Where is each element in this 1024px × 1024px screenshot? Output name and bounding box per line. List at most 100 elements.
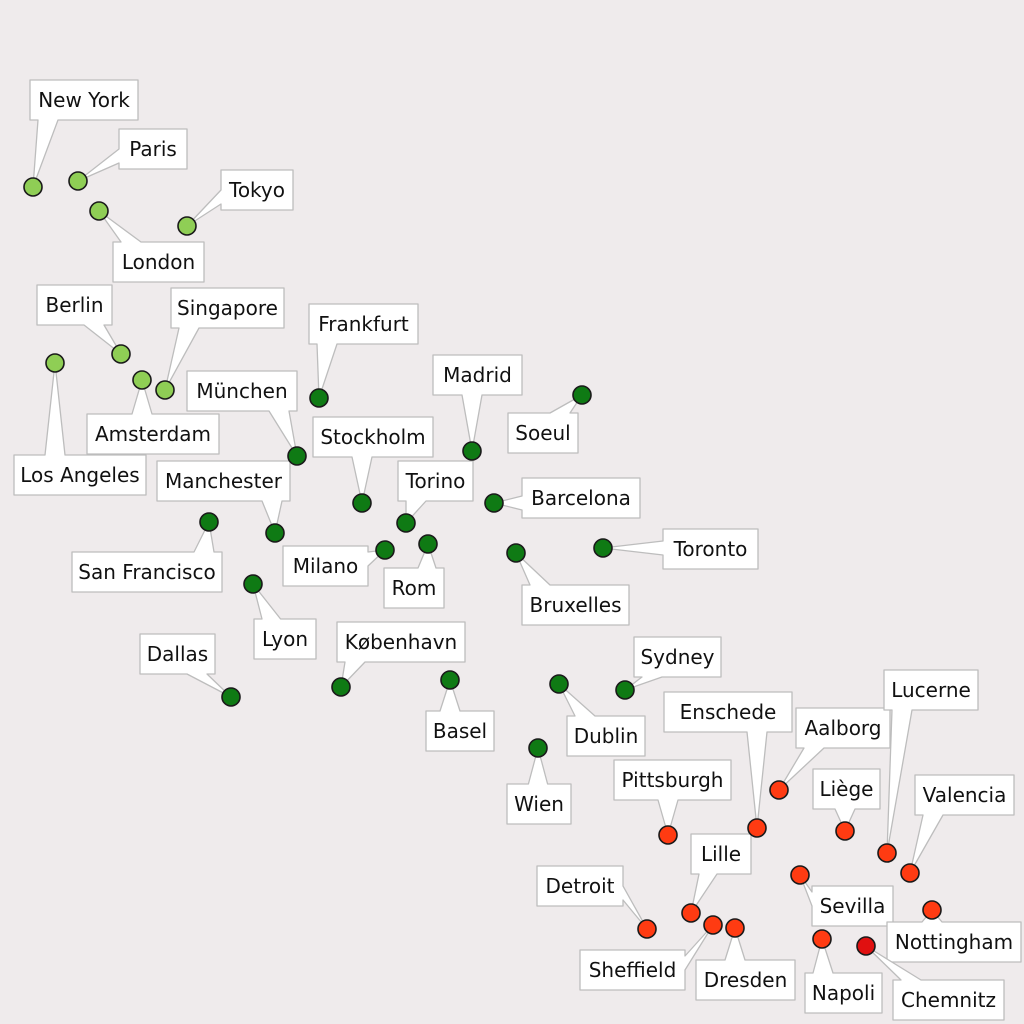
callout-box-munchen — [186, 370, 298, 457]
callout-box-valencia — [909, 774, 1015, 874]
callout-box-sheffield — [579, 924, 714, 991]
data-point-barcelona[interactable] — [484, 493, 504, 513]
data-point-toronto[interactable] — [593, 538, 613, 558]
data-label-chemnitz: Chemnitz — [901, 988, 996, 1012]
data-label-berlin: Berlin — [45, 293, 103, 317]
label-callout-dallas: Dallas — [139, 633, 232, 698]
data-point-frankfurt[interactable] — [309, 388, 329, 408]
data-label-london: London — [122, 250, 195, 274]
callout-box-amsterdam — [86, 379, 220, 455]
callout-box-detroit — [536, 865, 648, 930]
callout-box-london — [98, 210, 205, 283]
data-label-sydney: Sydney — [640, 645, 714, 669]
callout-box-nottingham — [886, 909, 1022, 963]
data-point-madrid[interactable] — [462, 441, 482, 461]
data-point-san-francisco[interactable] — [199, 512, 219, 532]
label-callout-pittsburgh: Pittsburgh — [613, 759, 732, 836]
data-label-dallas: Dallas — [147, 642, 208, 666]
data-label-paris: Paris — [129, 137, 177, 161]
data-label-aalborg: Aalborg — [805, 716, 882, 740]
data-point-london[interactable] — [89, 201, 109, 221]
data-point-new-york[interactable] — [23, 177, 43, 197]
data-point-enschede[interactable] — [747, 818, 767, 838]
data-label-san-francisco: San Francisco — [78, 560, 215, 584]
callout-box-lyon — [252, 583, 317, 660]
data-point-torino[interactable] — [396, 513, 416, 533]
data-point-tokyo[interactable] — [177, 216, 197, 236]
data-label-sheffield: Sheffield — [589, 958, 677, 982]
label-callout-london: London — [98, 210, 205, 283]
label-callout-tokyo: Tokyo — [186, 169, 294, 227]
callout-box-napoli — [804, 938, 883, 1014]
data-point-sydney[interactable] — [615, 680, 635, 700]
label-callout-wien: Wien — [506, 747, 572, 825]
data-label-tokyo: Tokyo — [228, 178, 285, 202]
callout-box-sydney — [624, 636, 722, 691]
data-point-soeul[interactable] — [572, 385, 592, 405]
callout-box-berlin — [36, 284, 122, 355]
point-layer — [23, 171, 942, 956]
label-callout-napoli: Napoli — [804, 938, 883, 1014]
data-point-dresden[interactable] — [725, 918, 745, 938]
callout-box-manchester — [156, 460, 291, 534]
callout-box-enschede — [663, 691, 793, 829]
callout-box-dublin — [558, 683, 646, 757]
data-point-chemnitz[interactable] — [856, 936, 876, 956]
data-label-new-york: New York — [38, 88, 130, 112]
data-point-detroit[interactable] — [637, 919, 657, 939]
callout-box-tokyo — [186, 169, 294, 227]
data-point-amsterdam[interactable] — [132, 370, 152, 390]
data-label-amsterdam: Amsterdam — [95, 422, 211, 446]
data-point-bruxelles[interactable] — [506, 543, 526, 563]
label-callout-bruxelles: Bruxelles — [515, 552, 630, 626]
data-point-nottingham[interactable] — [922, 900, 942, 920]
callout-box-rom — [383, 543, 445, 609]
data-label-valencia: Valencia — [923, 783, 1007, 807]
data-label-stockholm: Stockholm — [320, 425, 425, 449]
data-point-singapore[interactable] — [155, 380, 175, 400]
data-point-rom[interactable] — [418, 534, 438, 554]
callout-box-basel — [425, 679, 495, 752]
data-label-rom: Rom — [392, 576, 437, 600]
label-callout-new-york: New York — [29, 79, 139, 188]
data-label-bruxelles: Bruxelles — [530, 593, 622, 617]
data-point-dublin[interactable] — [549, 674, 569, 694]
label-callout-milano: Milano — [282, 545, 386, 587]
data-point-aalborg[interactable] — [769, 780, 789, 800]
callout-box-bruxelles — [515, 552, 630, 626]
label-callout-munchen: München — [186, 370, 298, 457]
data-point-sevilla[interactable] — [790, 865, 810, 885]
data-point-wien[interactable] — [528, 738, 548, 758]
data-label-nottingham: Nottingham — [895, 930, 1013, 954]
label-callout-valencia: Valencia — [909, 774, 1015, 874]
data-label-dresden: Dresden — [704, 968, 788, 992]
data-point-basel[interactable] — [440, 670, 460, 690]
label-callout-lucerne: Lucerne — [883, 669, 979, 854]
data-point-pittsburgh[interactable] — [658, 825, 678, 845]
data-label-enschede: Enschede — [680, 700, 777, 724]
data-point-lille[interactable] — [681, 903, 701, 923]
data-point-paris[interactable] — [68, 171, 88, 191]
callout-box-aalborg — [778, 707, 891, 791]
data-point-los-angeles[interactable] — [45, 353, 65, 373]
data-point-liege[interactable] — [835, 821, 855, 841]
data-point-napoli[interactable] — [812, 929, 832, 949]
callout-box-lille — [690, 833, 752, 914]
data-point-stockholm[interactable] — [352, 493, 372, 513]
callout-box-stockholm — [312, 416, 434, 504]
label-callout-manchester: Manchester — [156, 460, 291, 534]
data-point-lucerne[interactable] — [877, 843, 897, 863]
data-point-berlin[interactable] — [111, 344, 131, 364]
data-point-munchen[interactable] — [287, 446, 307, 466]
data-point-milano[interactable] — [375, 540, 395, 560]
callout-box-soeul — [507, 394, 583, 454]
data-point-manchester[interactable] — [265, 523, 285, 543]
data-point-valencia[interactable] — [900, 863, 920, 883]
data-point-lyon[interactable] — [243, 574, 263, 594]
data-point-dallas[interactable] — [221, 687, 241, 707]
data-point-kobenhavn[interactable] — [331, 677, 351, 697]
label-callout-liege: Liège — [812, 768, 881, 832]
data-point-sheffield[interactable] — [703, 915, 723, 935]
label-callout-lyon: Lyon — [252, 583, 317, 660]
